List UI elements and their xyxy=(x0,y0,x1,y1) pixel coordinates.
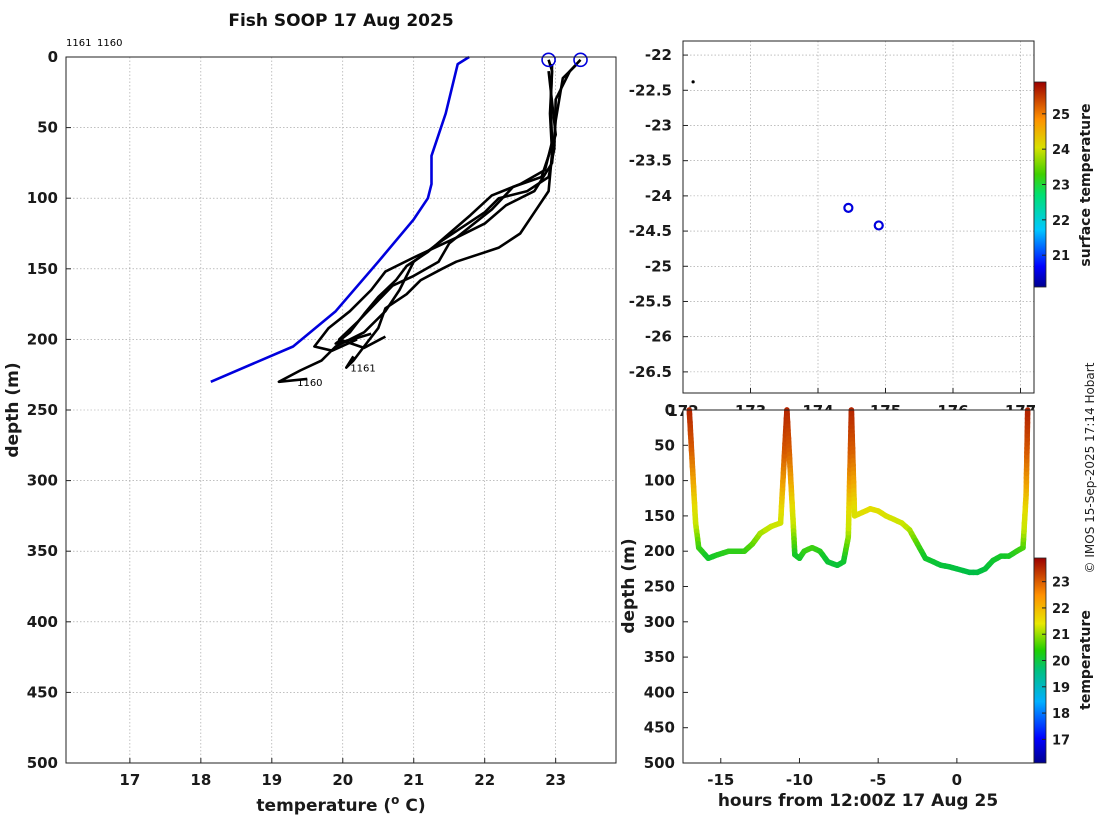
section-y-tick-label: 150 xyxy=(644,507,675,525)
map-y-tick-label: -22.5 xyxy=(629,81,672,99)
map-y-tick-label: -24.5 xyxy=(629,222,672,240)
map-points xyxy=(691,80,884,231)
section-x-tick-label: -5 xyxy=(870,771,887,789)
map-y-tick-label: -24 xyxy=(645,187,672,205)
profile-plot-background xyxy=(66,57,616,763)
profile-surface-marker xyxy=(573,52,588,68)
temperature-colorbar-tick-label: 22 xyxy=(1052,602,1070,617)
profile-x-tick-label: 18 xyxy=(190,771,211,789)
profile-x-tick-label: 22 xyxy=(474,771,495,789)
section-y-tick-label: 400 xyxy=(644,683,675,701)
profile-y-tick-label: 450 xyxy=(27,683,58,701)
temperature-colorbar-tick-label: 18 xyxy=(1052,707,1070,722)
section-y-tick-label: 200 xyxy=(644,542,675,560)
temperature-colorbar-tick-label: 21 xyxy=(1052,628,1070,643)
profile-y-tick-label: 200 xyxy=(27,330,58,348)
profile-series-label-1161: 1161 xyxy=(350,364,375,375)
map-y-tick-label: -26 xyxy=(645,328,672,346)
map-sample-marker xyxy=(843,202,854,213)
track-map-plot: 172173174175176177 -22-22.5-23-23.5-24-2… xyxy=(629,40,1094,420)
section-y-tick-label: 300 xyxy=(644,613,675,631)
section-y-ticks: 0 50 100 150 200 250 300 350 400 450 500 xyxy=(644,401,688,772)
temperature-colorbar-label: temperature xyxy=(1078,610,1094,710)
section-y-tick-label: 0 xyxy=(665,401,675,419)
surface-temperature-colorbar-ticks: 21 22 23 24 25 xyxy=(1042,108,1070,264)
profile-series-cast-5 xyxy=(337,70,558,350)
section-x-tick-label: -15 xyxy=(707,771,734,789)
profile-x-tick-label: 20 xyxy=(332,771,353,789)
profile-x-axis-label: temperature (o C) xyxy=(256,793,425,816)
profile-plot-x-ticks: 17 18 19 20 21 22 23 xyxy=(119,758,566,789)
profile-y-tick-label: 100 xyxy=(27,189,58,207)
map-background xyxy=(683,41,1034,393)
map-y-tick-label: -23.5 xyxy=(629,152,672,170)
section-y-tick-label: 50 xyxy=(654,436,675,454)
section-y-tick-label: 450 xyxy=(644,719,675,737)
profile-x-tick-label: 17 xyxy=(119,771,140,789)
map-y-tick-label: -23 xyxy=(645,116,672,134)
section-y-tick-label: 100 xyxy=(644,472,675,490)
map-y-tick-label: -25.5 xyxy=(629,292,672,310)
surface-temperature-colorbar-label: surface temperature xyxy=(1078,103,1094,266)
chart-title: Fish SOOP 17 Aug 2025 xyxy=(228,11,453,31)
profile-y-tick-label: 300 xyxy=(27,472,58,490)
profile-y-tick-label: 50 xyxy=(37,119,58,137)
profile-x-tick-label: 21 xyxy=(403,771,424,789)
profile-surface-marker xyxy=(541,52,556,68)
profile-y-tick-label: 400 xyxy=(27,613,58,631)
section-trace xyxy=(686,407,1031,576)
credit-text: © IMOS 15-Sep-2025 17:14 Hobart xyxy=(1083,362,1097,573)
profile-x-tick-label: 23 xyxy=(545,771,566,789)
temperature-colorbar-ticks: 17 18 19 20 21 22 23 xyxy=(1042,576,1070,748)
section-x-axis-label: hours from 12:00Z 17 Aug 25 xyxy=(718,791,998,811)
profile-y-tick-label: 150 xyxy=(27,260,58,278)
profile-y-tick-label: 250 xyxy=(27,401,58,419)
profile-series-climatology xyxy=(210,55,470,383)
surface-colorbar-tick-label: 24 xyxy=(1052,143,1070,158)
header-label-1161: 1161 xyxy=(66,38,91,49)
profile-plot-series: 1160 1161 xyxy=(210,52,588,389)
section-x-ticks: -15 -10 -5 0 xyxy=(707,758,962,789)
map-y-ticks: -22 -22.5 -23 -23.5 -24 -24.5 -25 -25.5 -26 -26.5 xyxy=(629,46,688,381)
section-x-tick-label: 0 xyxy=(952,771,962,789)
section-y-axis-label: depth (m) xyxy=(619,538,639,633)
temperature-colorbar-tick-label: 20 xyxy=(1052,655,1070,670)
surface-colorbar-tick-label: 23 xyxy=(1052,179,1070,194)
profile-plot: 1160 1161 17 18 19 20 21 22 23 0 50 100 150 200 250 3… xyxy=(3,11,617,816)
map-y-tick-label: -26.5 xyxy=(629,363,672,381)
surface-colorbar-tick-label: 22 xyxy=(1052,214,1070,229)
section-y-tick-label: 350 xyxy=(644,648,675,666)
profile-y-axis-label: depth (m) xyxy=(3,362,23,457)
temperature-colorbar-tick-label: 17 xyxy=(1052,733,1070,748)
profile-y-tick-label: 500 xyxy=(27,754,58,772)
header-label-1160: 1160 xyxy=(97,38,122,49)
depth-time-plot: -15 -10 -5 0 0 50 100 150 200 250 300 350 400 450 500… xyxy=(619,401,1094,811)
map-y-tick-label: -22 xyxy=(645,46,672,64)
profile-x-tick-label: 19 xyxy=(261,771,282,789)
map-track-dot xyxy=(691,80,695,84)
temperature-colorbar-tick-label: 19 xyxy=(1052,681,1070,696)
profile-series-label-1160: 1160 xyxy=(297,378,322,389)
profile-series-cast-3 xyxy=(313,63,578,353)
surface-colorbar-tick-label: 25 xyxy=(1052,108,1070,123)
profile-plot-y-ticks: 0 50 100 150 200 250 300 350 400 450 500 xyxy=(27,48,71,772)
profile-y-tick-label: 350 xyxy=(27,542,58,560)
map-y-tick-label: -25 xyxy=(645,257,672,275)
surface-colorbar-tick-label: 21 xyxy=(1052,249,1070,264)
profile-y-tick-label: 0 xyxy=(48,48,58,66)
map-sample-marker xyxy=(873,220,884,231)
section-background xyxy=(683,410,1034,763)
section-y-tick-label: 250 xyxy=(644,578,675,596)
temperature-colorbar-tick-label: 23 xyxy=(1052,576,1070,591)
section-y-tick-label: 500 xyxy=(644,754,675,772)
section-x-tick-label: -10 xyxy=(786,771,813,789)
